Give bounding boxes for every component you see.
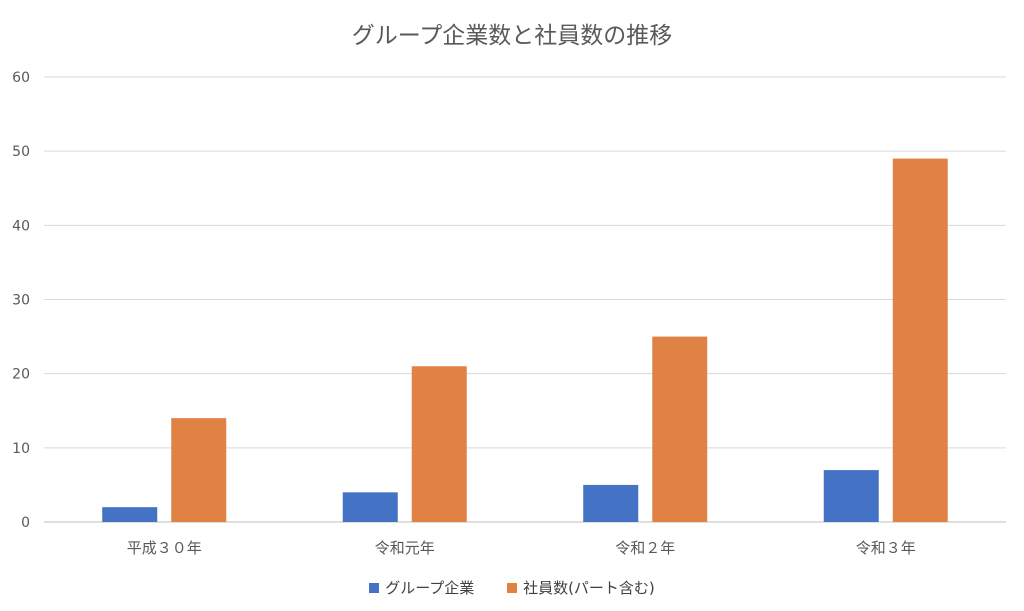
y-tick-label: 60 — [12, 70, 30, 86]
y-tick-label: 20 — [12, 367, 30, 383]
x-tick-label: 令和元年 — [375, 539, 435, 557]
legend-item-group-companies: グループ企業 — [369, 577, 474, 598]
chart-title: グループ企業数と社員数の推移 — [351, 23, 673, 49]
bar-group-companies — [583, 484, 639, 522]
y-tick-label: 40 — [12, 218, 30, 234]
bar-employees — [171, 418, 227, 522]
x-tick-label: 平成３０年 — [127, 539, 202, 557]
legend: グループ企業 社員数(パート含む) — [0, 577, 1024, 598]
x-tick-label: 令和３年 — [856, 539, 916, 557]
bar-employees — [411, 366, 467, 522]
bar-employees — [652, 336, 708, 522]
bar-employees — [892, 158, 948, 523]
legend-label-group-companies: グループ企業 — [385, 579, 475, 597]
legend-label-employees: 社員数(パート含む) — [523, 579, 655, 597]
bar-group-companies — [342, 492, 398, 522]
y-tick-label: 30 — [12, 293, 30, 309]
legend-swatch-employees — [507, 582, 518, 593]
y-tick-label: 10 — [12, 441, 30, 457]
bar-group-companies — [102, 507, 158, 522]
legend-item-employees: 社員数(パート含む) — [507, 577, 655, 598]
x-tick-label: 令和２年 — [615, 539, 675, 557]
legend-swatch-group-companies — [369, 582, 380, 593]
bar-group-companies — [823, 470, 879, 522]
y-tick-label: 0 — [21, 515, 30, 531]
y-tick-label: 50 — [12, 144, 30, 160]
